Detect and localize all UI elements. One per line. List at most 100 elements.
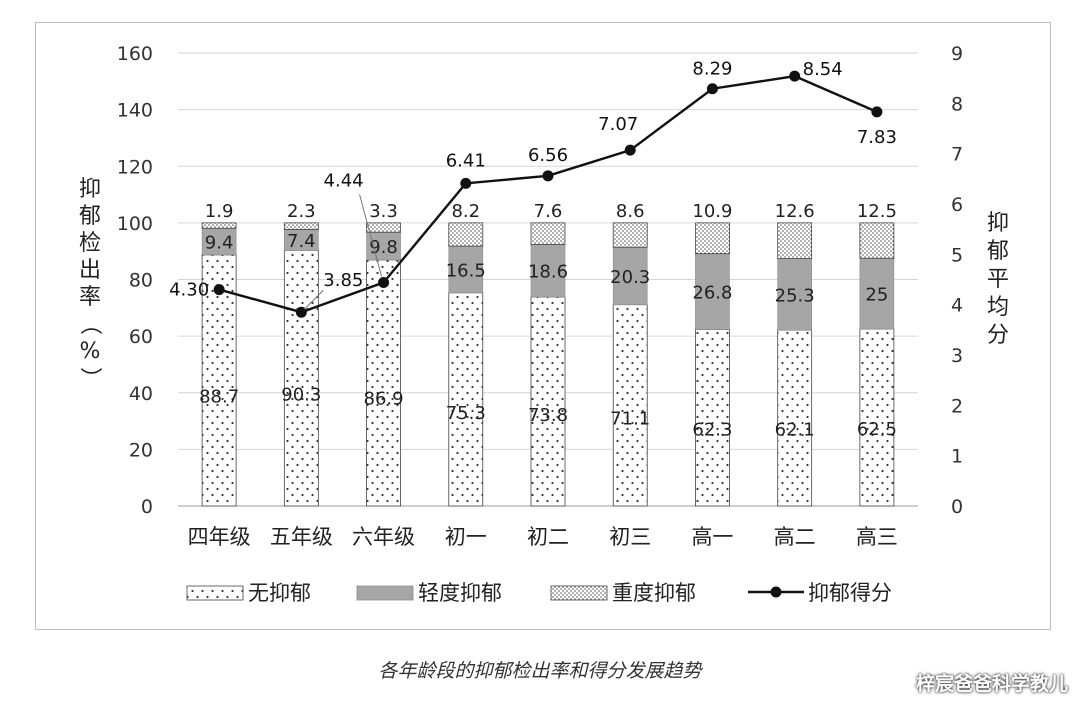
bar-segment <box>859 328 895 507</box>
bar-segment <box>201 222 237 229</box>
bar-value-label: 12.5 <box>857 201 897 222</box>
score-point <box>624 144 636 156</box>
bar-segment <box>283 222 319 230</box>
bar-segment <box>612 304 648 507</box>
score-point <box>378 277 390 289</box>
left-axis-title-char: （ <box>77 313 102 335</box>
score-label: 4.44 <box>324 171 364 192</box>
bar-value-label: 18.6 <box>528 262 568 283</box>
right-tick-label: 8 <box>951 93 963 115</box>
bar-segment <box>777 329 813 507</box>
category-label: 高二 <box>774 525 816 549</box>
bar-segment <box>283 249 319 507</box>
right-tick-label: 7 <box>951 144 963 166</box>
score-label: 8.29 <box>692 59 732 80</box>
category-label: 六年级 <box>352 525 415 549</box>
right-tick-label: 0 <box>951 496 963 518</box>
right-tick-label: 2 <box>951 395 963 417</box>
bar-value-label: 7.6 <box>534 201 563 222</box>
left-tick-label: 60 <box>129 326 153 348</box>
bar-segment <box>777 258 812 331</box>
watermark: 梓宸爸爸科学教儿 <box>915 673 1068 695</box>
bar-value-label: 88.7 <box>199 387 239 408</box>
right-axis-title-char: 分 <box>987 323 1009 348</box>
bar-segment <box>859 222 895 259</box>
bar-labels: 88.7 9.4 1.9 90.3 7.4 2.3 86.9 9.8 3.3 75.3 16.5 8.… <box>199 201 897 441</box>
bar-value-label: 62.5 <box>857 419 897 440</box>
category-label: 四年级 <box>188 525 251 549</box>
legend-swatch <box>356 585 414 601</box>
category-label: 五年级 <box>270 525 333 549</box>
left-tick-label: 40 <box>129 383 153 405</box>
bar-value-label: 62.3 <box>692 419 732 440</box>
bar-value-label: 25 <box>865 285 888 306</box>
bar-segment <box>366 259 401 507</box>
legend-swatch <box>186 585 244 601</box>
legend-label: 重度抑郁 <box>612 581 696 605</box>
bar-value-label: 90.3 <box>281 385 321 406</box>
bar-value-label: 8.6 <box>616 201 645 222</box>
score-point <box>706 83 718 95</box>
right-tick-label: 6 <box>951 194 963 216</box>
leader-line <box>359 194 383 277</box>
bar-segment <box>366 222 401 233</box>
legend-marker <box>770 586 782 598</box>
bar-value-label: 12.6 <box>775 201 815 222</box>
score-label: 7.83 <box>857 127 897 148</box>
score-point <box>460 177 472 189</box>
bar-value-label: 3.3 <box>369 201 398 222</box>
bar-value-label: 75.3 <box>446 403 486 424</box>
bar-segment <box>777 222 813 259</box>
right-axis-ticks: 0 1 2 3 4 5 6 7 8 9 <box>951 43 963 518</box>
left-tick-label: 20 <box>129 439 153 461</box>
bar-value-label: 86.9 <box>364 389 404 410</box>
bar-value-label: 25.3 <box>775 285 815 306</box>
bar-segment <box>448 245 484 294</box>
leader-line <box>303 289 324 310</box>
score-point <box>789 70 801 82</box>
left-tick-label: 100 <box>117 213 153 235</box>
score-point <box>295 306 307 318</box>
left-axis-title-char: 率 <box>79 285 101 310</box>
left-axis-title-char: 检 <box>79 231 101 256</box>
right-tick-label: 5 <box>951 244 963 266</box>
legend: 无抑郁 轻度抑郁 重度抑郁 抑郁得分 <box>186 581 892 605</box>
category-label: 高三 <box>856 525 898 549</box>
legend-label: 无抑郁 <box>248 581 311 605</box>
bar-value-label: 7.4 <box>287 231 316 252</box>
category-label: 初二 <box>527 525 569 549</box>
left-tick-label: 0 <box>141 496 153 518</box>
bar-segment <box>612 222 648 248</box>
category-labels: 四年级 五年级 六年级 初一 初二 初三 高一 高二 高三 <box>188 525 898 549</box>
bar-segment <box>530 296 566 507</box>
score-point <box>213 284 225 296</box>
left-tick-label: 160 <box>117 43 153 65</box>
score-label: 6.56 <box>528 145 568 166</box>
score-point <box>542 170 554 182</box>
score-line: 4.30 3.85 4.44 6.41 6.56 7.07 8.29 8.54 7.83 <box>169 59 897 318</box>
category-label: 初三 <box>609 525 651 549</box>
legend-label: 轻度抑郁 <box>418 581 502 605</box>
bar-segment <box>530 222 566 245</box>
bar-value-label: 16.5 <box>446 260 486 281</box>
score-label: 4.30 <box>169 280 209 301</box>
bar-segment <box>448 222 484 247</box>
right-axis-title-char: 均 <box>987 295 1009 320</box>
right-axis-title-char: 平 <box>987 267 1009 292</box>
bar-value-label: 10.9 <box>692 201 732 222</box>
bar-value-label: 9.8 <box>369 237 398 258</box>
left-tick-label: 140 <box>117 100 153 122</box>
bars <box>201 222 895 507</box>
bar-segment <box>201 254 237 507</box>
legend-label: 抑郁得分 <box>808 581 892 605</box>
bar-segment <box>695 222 730 255</box>
score-label: 7.07 <box>598 114 638 135</box>
left-axis-title-char: 出 <box>79 258 101 283</box>
left-axis-title-char: % <box>80 339 101 364</box>
bar-value-label: 62.1 <box>775 420 815 441</box>
bar-value-label: 1.9 <box>205 201 234 222</box>
left-tick-label: 120 <box>117 156 153 178</box>
legend-swatch <box>550 585 608 601</box>
